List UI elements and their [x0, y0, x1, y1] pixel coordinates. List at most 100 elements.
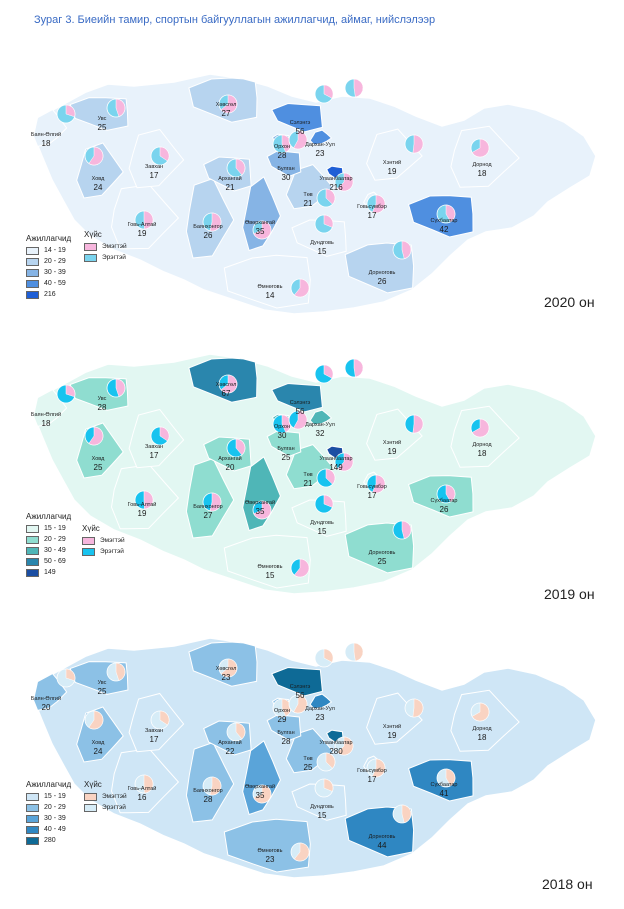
legend-label: Эрэгтэй [102, 254, 126, 261]
sex-pie-tuv [316, 188, 336, 208]
sex-pie-uvurkhangai [252, 220, 272, 240]
legend-swatch [26, 546, 39, 555]
sex-legend-2020: Хүйс Эмэгтэй Эрэгтэй [84, 230, 127, 263]
year-label-2020: 2020 он [544, 294, 595, 310]
region-value-label: 23 [316, 149, 325, 158]
legend-swatch [26, 290, 39, 299]
legend-label: Эрэгтэй [100, 548, 124, 555]
region-name-label: Улаанбаатар [319, 456, 352, 462]
region-value-label: 23 [222, 673, 231, 682]
sex-legend-title: Хүйс [82, 524, 100, 533]
sex-pie-dornod [470, 702, 490, 722]
sex-pie-uvs [106, 98, 126, 118]
sex-pie-bayankhongor [202, 212, 222, 232]
region-name-label: Сүхбаатар [430, 782, 457, 788]
region-value-label: 280 [329, 747, 343, 756]
region-name-label: Баян-Өлгий [31, 411, 61, 418]
region-value-label: 25 [304, 763, 313, 772]
region-name-label: Улаанбаатар [319, 176, 352, 182]
region-value-label: 21 [226, 183, 235, 192]
region-name-label: Дархан-Уул [305, 706, 335, 712]
legend-label: 14 - 19 [44, 247, 66, 254]
legend-swatch [84, 253, 97, 262]
region-value-label: 20 [42, 703, 51, 712]
sex-pie-arkhangai [226, 438, 246, 458]
legend-swatch [26, 268, 39, 277]
map-panel-2018: Баян-Өлгий 20 Увс 25 Ховд 24 Завхан 17 Говь-Алта… [24, 618, 602, 908]
legend-class-item: 280 [26, 835, 71, 846]
legend-class-item: 30 - 39 [26, 267, 71, 278]
region-value-label: 56 [296, 127, 305, 136]
sex-pie-uvs [106, 662, 126, 682]
region-name-label: Сэлэнгэ [290, 684, 311, 690]
region-name-label: Булган [277, 446, 294, 452]
sex-pie-selenge [314, 648, 334, 668]
sex-legend-title: Хүйс [84, 780, 102, 789]
region-value-label: 18 [478, 449, 487, 458]
legend-swatch [26, 257, 39, 266]
region-selenge [271, 666, 323, 697]
region-value-label: 17 [150, 451, 159, 460]
sex-pie-bayan-olgii [56, 384, 76, 404]
legend-swatch [26, 246, 39, 255]
region-value-label: 20 [226, 463, 235, 472]
region-name-label: Баян-Өлгий [31, 131, 61, 138]
legend-label: 15 - 19 [44, 793, 66, 800]
region-name-label: Дархан-Уул [305, 142, 335, 148]
legend-label: 30 - 49 [44, 547, 66, 554]
map-panel-2019: Баян-Өлгий 18 Увс 28 Ховд 25 Завхан 17 Говь-Алта… [24, 332, 602, 622]
sex-pie-zavkhan [150, 710, 170, 730]
region-value-label: 67 [222, 389, 231, 398]
figure-caption: Зураг 3. Биеийн тамир, спортын байгуулла… [34, 14, 436, 26]
region-name-label: Дорнод [472, 442, 492, 448]
sex-pie-darkhan-uul [344, 642, 364, 662]
sex-pie-govi-altai [134, 774, 154, 794]
region-umnugovi [223, 254, 311, 309]
region-value-label: 17 [368, 211, 377, 220]
region-value-label: 19 [388, 167, 397, 176]
region-value-label: 21 [304, 479, 313, 488]
region-umnugovi [223, 818, 311, 873]
region-value-label: 56 [296, 691, 305, 700]
sex-pie-uvs [106, 378, 126, 398]
region-value-label: 30 [278, 431, 287, 440]
sex-pie-dundgovi [314, 778, 334, 798]
region-value-label: 15 [318, 247, 327, 256]
legend-swatch [84, 792, 97, 801]
legend-label: 40 - 49 [44, 826, 66, 833]
region-name-label: Дорнод [472, 162, 492, 168]
region-value-label: 22 [226, 747, 235, 756]
region-value-label: 19 [388, 731, 397, 740]
region-value-label: 18 [478, 733, 487, 742]
legend-swatch [26, 557, 39, 566]
choropleth-map-2018: Баян-Өлгий20Увс25Ховд24Завхан17Говь-Алта… [31, 637, 597, 879]
legend-label: Эмэгтэй [102, 793, 127, 800]
region-name-label: Сэлэнгэ [290, 400, 311, 406]
region-value-label: 216 [329, 183, 343, 192]
region-name-label: Говьсүмбэр [357, 484, 387, 490]
legend-swatch [26, 524, 39, 533]
legend-label: 216 [44, 291, 56, 298]
legend-class-item: 20 - 29 [26, 256, 71, 267]
sex-pie-dornogovi [392, 804, 412, 824]
sex-pie-darkhan-uul [344, 78, 364, 98]
region-name-label: Хөвсгөл [216, 102, 237, 108]
legend-swatch [26, 792, 39, 801]
region-value-label: 35 [256, 791, 265, 800]
region-name-label: Архангай [218, 455, 241, 462]
region-name-label: Ховд [92, 740, 106, 746]
legend-class-item: 30 - 39 [26, 813, 71, 824]
region-value-label: 18 [478, 169, 487, 178]
sex-pie-govisumber [366, 474, 386, 494]
region-darkhan-uul [309, 409, 333, 426]
legend-swatch [26, 803, 39, 812]
sex-pie-govi-altai [134, 210, 154, 230]
sex-pie-govisumber [366, 758, 386, 778]
sex-pie-bayan-olgii [56, 668, 76, 688]
region-dundgovi [291, 783, 347, 821]
region-name-label: Төв [303, 756, 312, 762]
sex-pie-dundgovi [314, 214, 334, 234]
legend-label: 40 - 59 [44, 280, 66, 287]
region-value-label: 56 [296, 407, 305, 416]
region-value-label: 19 [138, 229, 147, 238]
